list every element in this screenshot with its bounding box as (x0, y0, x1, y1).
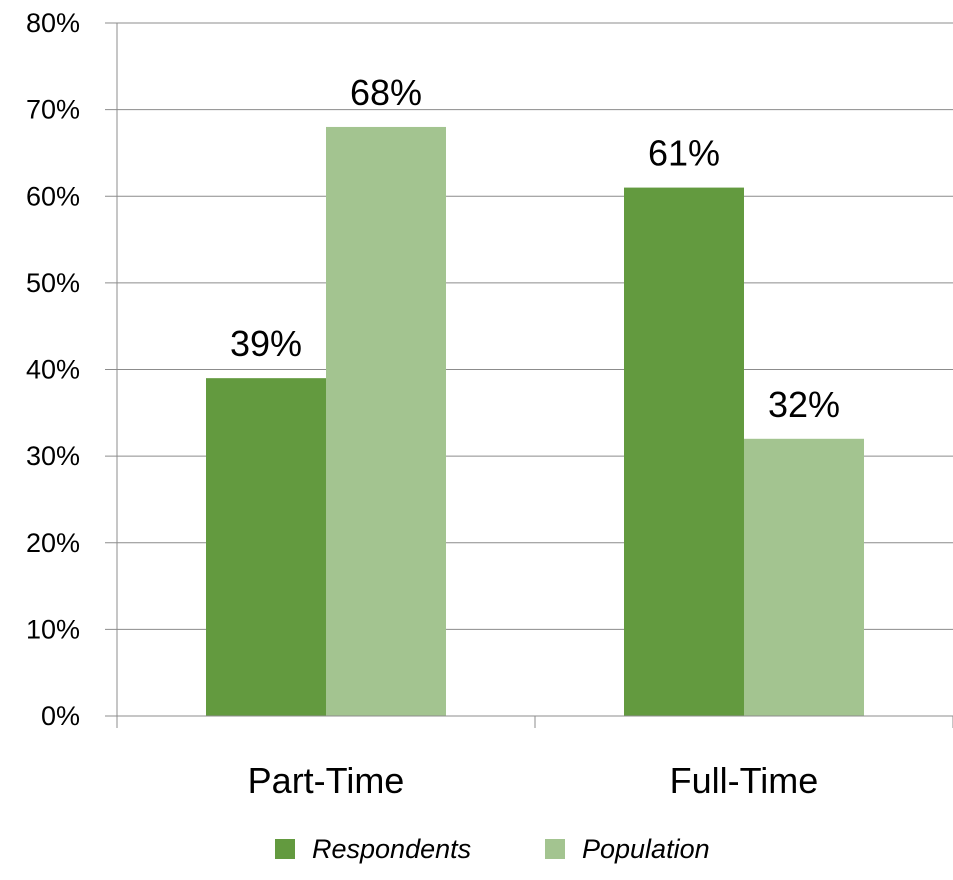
bars (206, 127, 864, 716)
legend-label: Population (582, 834, 710, 864)
y-tick-label: 50% (26, 268, 80, 298)
data-label: 68% (350, 72, 422, 113)
y-axis-tick-labels: 0% 10% 20% 30% 40% 50% 60% 70% 80% (26, 8, 80, 731)
data-label: 32% (768, 384, 840, 425)
y-tick-label: 70% (26, 95, 80, 125)
x-axis-category-labels: Part-Time Full-Time (248, 760, 819, 801)
legend-swatch (545, 839, 565, 859)
y-tick-label: 20% (26, 528, 80, 558)
bar (206, 378, 326, 716)
y-tick-label: 60% (26, 181, 80, 211)
bar (624, 188, 744, 716)
data-label: 39% (230, 323, 302, 364)
legend-label: Respondents (312, 834, 471, 864)
x-category-label: Full-Time (670, 760, 819, 801)
y-tick-label: 30% (26, 441, 80, 471)
data-label: 61% (648, 133, 720, 174)
bar (744, 439, 864, 716)
y-tick-label: 0% (41, 701, 80, 731)
y-tick-label: 40% (26, 355, 80, 385)
legend: Respondents Population (275, 834, 710, 864)
y-tick-label: 10% (26, 614, 80, 644)
y-tick-label: 80% (26, 8, 80, 38)
x-category-label: Part-Time (248, 760, 405, 801)
legend-swatch (275, 839, 295, 859)
bar (326, 127, 446, 716)
data-labels: 39% 68% 61% 32% (230, 72, 840, 425)
